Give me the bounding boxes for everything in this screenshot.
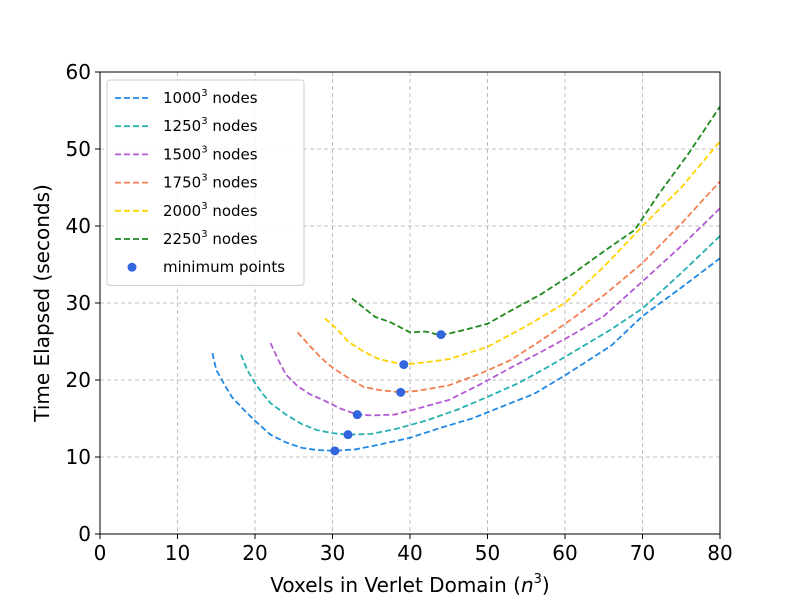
x-tick-label: 60	[552, 541, 577, 565]
legend-label-1750: 17503 nodes	[163, 173, 258, 192]
minimum-point	[352, 410, 362, 420]
series-line-1000	[211, 257, 721, 452]
x-tick-label: 40	[397, 541, 422, 565]
series-line-2000	[324, 140, 721, 366]
y-tick-label: 30	[66, 291, 91, 315]
legend-swatch-minimum-points	[127, 262, 137, 272]
x-tick-label: 10	[165, 541, 190, 565]
y-tick-label: 0	[78, 522, 91, 546]
legend: 10003 nodes 12503 nodes 15003 nodes 17503 n…	[106, 79, 305, 286]
y-tick-label: 20	[66, 368, 91, 392]
y-tick-label: 50	[66, 137, 91, 161]
y-axis-title: Time Elapsed (seconds)	[30, 184, 54, 423]
x-tick-label: 50	[475, 541, 500, 565]
axis-ticks: 0 10 20 30 40 50 60 70 80 0 10 20 30 40 50 60	[66, 60, 733, 565]
legend-label-1000: 10003 nodes	[163, 88, 258, 107]
legend-box	[106, 79, 305, 286]
y-tick-label: 60	[66, 60, 91, 84]
x-tick-label: 20	[242, 541, 267, 565]
y-tick-label: 10	[66, 445, 91, 469]
x-axis-title: Voxels in Verlet Domain (n3)	[270, 572, 549, 597]
series-lines	[211, 106, 721, 452]
minimum-point	[396, 387, 406, 397]
series-line-1500	[269, 207, 721, 417]
x-tick-label: 30	[320, 541, 345, 565]
legend-label-1250: 12503 nodes	[163, 116, 258, 135]
x-tick-label: 70	[630, 541, 655, 565]
minimum-point	[436, 330, 446, 340]
minimum-points	[330, 330, 446, 456]
x-tick-label: 80	[707, 541, 732, 565]
legend-label-minimum-points: minimum points	[163, 258, 285, 276]
legend-label-2250: 22503 nodes	[163, 229, 258, 248]
series-line-2250	[351, 106, 721, 337]
minimum-point	[330, 446, 340, 456]
legend-label-1500: 15003 nodes	[163, 144, 258, 163]
y-tick-label: 40	[66, 214, 91, 238]
series-line-1750	[296, 180, 721, 394]
x-tick-label: 0	[94, 541, 107, 565]
minimum-point	[399, 360, 409, 370]
legend-label-2000: 20003 nodes	[163, 201, 258, 220]
minimum-point	[343, 430, 353, 440]
